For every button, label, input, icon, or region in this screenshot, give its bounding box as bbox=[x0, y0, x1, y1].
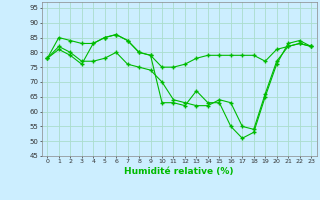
X-axis label: Humidité relative (%): Humidité relative (%) bbox=[124, 167, 234, 176]
